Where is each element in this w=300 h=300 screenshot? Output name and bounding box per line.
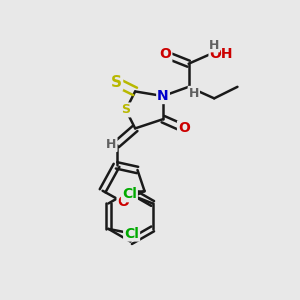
Text: O: O (178, 122, 190, 135)
Text: OH: OH (210, 47, 233, 61)
Text: N: N (157, 89, 169, 103)
Text: H: H (189, 87, 199, 100)
Text: S: S (111, 75, 122, 90)
Text: Cl: Cl (122, 187, 137, 201)
Text: H: H (209, 39, 219, 52)
Text: S: S (121, 103, 130, 116)
Text: O: O (159, 47, 171, 61)
Text: Cl: Cl (124, 226, 139, 241)
Text: O: O (118, 195, 130, 209)
Text: H: H (106, 138, 117, 151)
